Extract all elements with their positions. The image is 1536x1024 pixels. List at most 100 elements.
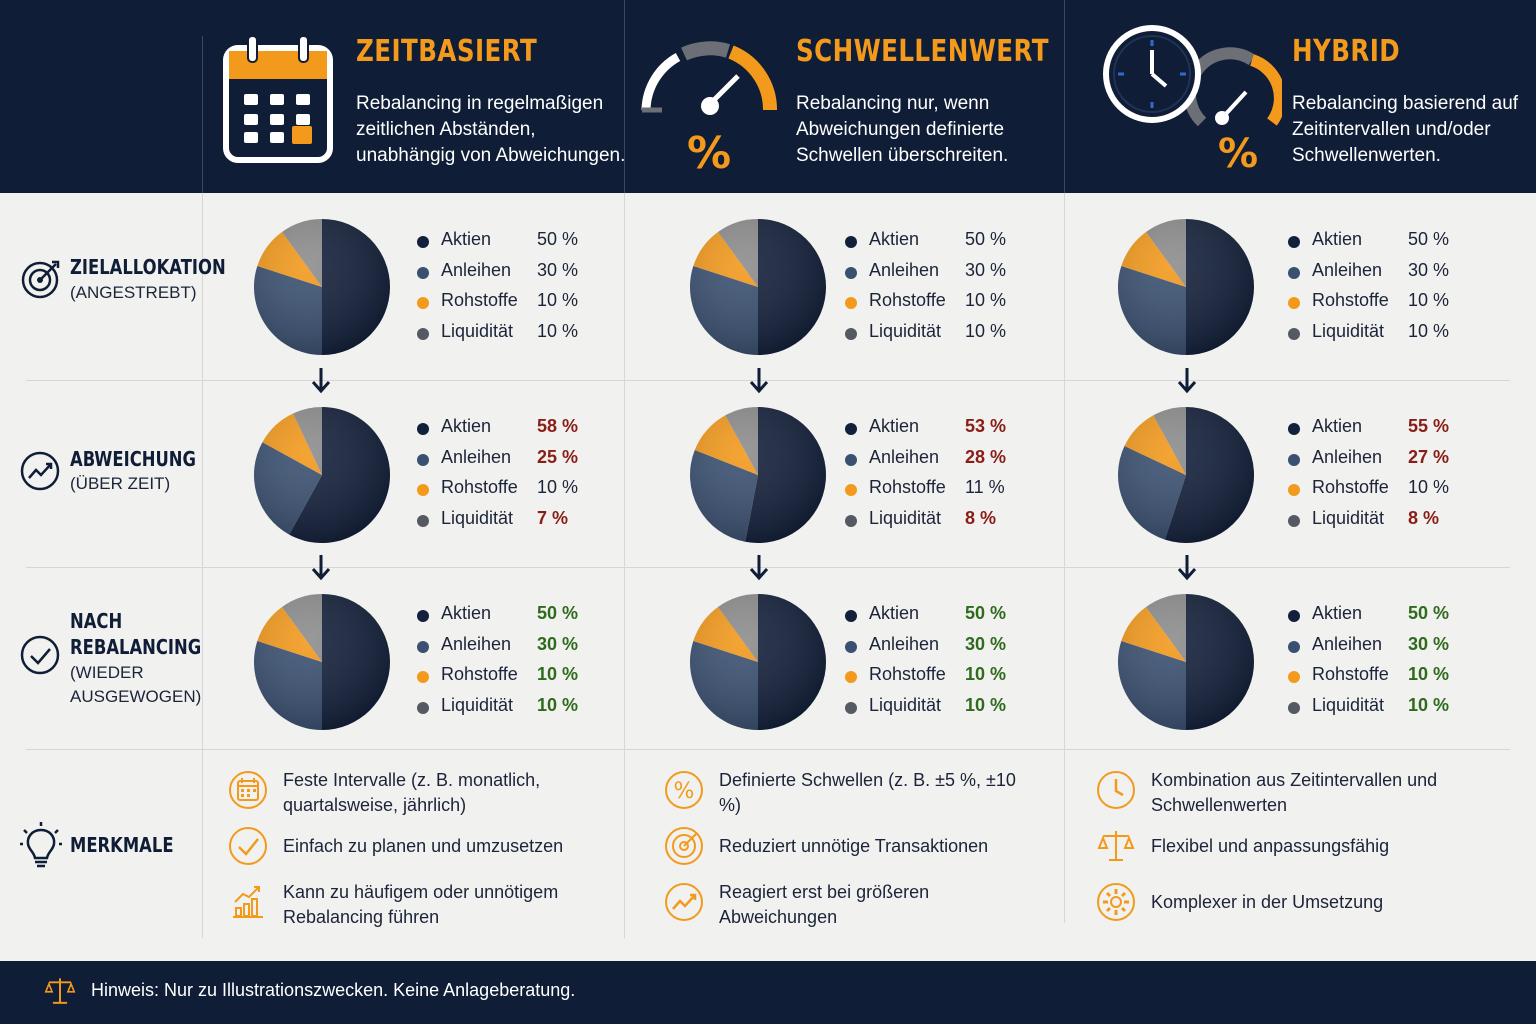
legend-swatch: [845, 236, 857, 248]
check-circle-icon: [229, 827, 267, 865]
calendar-icon: [223, 35, 333, 163]
data-label: 55 %: [1408, 416, 1450, 436]
legend-label: Liquidität: [1312, 507, 1385, 528]
legend-label: Aktien: [1312, 603, 1363, 623]
row-sublabel: (ÜBER ZEIT): [70, 474, 171, 493]
data-label: 10 %: [537, 664, 579, 684]
legend-swatch: [845, 640, 857, 653]
legend-swatch: [845, 484, 857, 496]
down-arrow-icon: [311, 555, 331, 581]
legend-label: Liquidität: [1312, 694, 1385, 715]
legend-item: Aktien 55 %: [1288, 416, 1458, 446]
column-description: Rebalancing basierend auf Zeitintervalle…: [1292, 93, 1519, 166]
legend-label: Aktien: [869, 603, 920, 623]
legend-item: Aktien 50 %: [417, 603, 587, 633]
legend-item: Rohstoffe 10 %: [1288, 290, 1458, 320]
pie-chart: [254, 219, 390, 355]
pie-shading: [690, 219, 826, 355]
legend-swatch: [1288, 610, 1300, 622]
data-label: 30 %: [537, 259, 579, 280]
pie-chart: [690, 407, 826, 543]
legend-label: Aktien: [1312, 229, 1363, 249]
data-label: 10 %: [1408, 320, 1450, 341]
legend-label: Liquidität: [869, 320, 942, 341]
legend-label: Rohstoffe: [869, 664, 946, 684]
data-label: 50 %: [965, 603, 1007, 623]
data-label: 53 %: [965, 416, 1007, 436]
legend-item: Rohstoffe 10 %: [1288, 477, 1458, 507]
legend-swatch: [417, 610, 429, 622]
footer-bar: [0, 961, 1536, 1024]
legend-label: Anleihen: [1312, 259, 1383, 280]
legend-item: Rohstoffe 11 %: [845, 477, 1015, 507]
legend-label: Rohstoffe: [1312, 477, 1389, 497]
pie-chart: [690, 594, 826, 730]
legend-swatch: [417, 453, 429, 466]
svg-text:%: %: [687, 128, 731, 172]
down-arrow-icon: [1177, 368, 1197, 394]
legend-label: Anleihen: [441, 633, 512, 654]
legend-item: Rohstoffe 10 %: [1288, 664, 1458, 694]
target-icon: [21, 260, 60, 299]
legend-item: Liquidität 10 %: [417, 695, 587, 725]
legend-item: Liquidität 8 %: [1288, 508, 1458, 538]
clock-gauge-icon: %: [1103, 25, 1282, 172]
data-label: 10 %: [537, 290, 579, 310]
data-label: 8 %: [1408, 507, 1440, 528]
legend-item: Liquidität 10 %: [1288, 695, 1458, 725]
legend-item: Anleihen 30 %: [1288, 260, 1458, 290]
grid-divider: [26, 749, 1510, 750]
row-label: ABWEICHUNG: [70, 447, 196, 471]
lightbulb-icon: [20, 822, 62, 868]
data-label: 28 %: [965, 446, 1007, 467]
down-arrow-icon: [311, 368, 331, 394]
legend-label: Rohstoffe: [441, 290, 518, 310]
data-label: 30 %: [965, 633, 1007, 654]
pie-chart: [1118, 407, 1254, 543]
data-label: 11 %: [965, 477, 1005, 497]
legend-item: Anleihen 30 %: [417, 634, 587, 664]
legend-swatch: [417, 297, 429, 309]
pie-chart: [254, 407, 390, 543]
legend-label: Aktien: [441, 603, 492, 623]
legend-item: Rohstoffe 10 %: [845, 290, 1015, 320]
legend-item: Aktien 58 %: [417, 416, 587, 446]
legend-label: Anleihen: [1312, 633, 1383, 654]
header-divider: [1064, 0, 1065, 193]
legend-item: Liquidität 10 %: [1288, 321, 1458, 351]
legend-swatch: [1288, 297, 1300, 309]
column-title: HYBRID: [1292, 34, 1401, 69]
legend-label: Aktien: [441, 229, 492, 249]
legend-swatch: [417, 484, 429, 496]
feature-text: Flexibel und anpassungsfähig: [1151, 836, 1390, 856]
percent-circle-icon: %: [665, 771, 703, 809]
gauge-percent-icon: %: [641, 41, 778, 172]
data-label: 30 %: [537, 633, 579, 654]
data-label: 10 %: [1408, 290, 1450, 310]
scale-icon: [44, 978, 76, 1004]
legend-item: Liquidität 10 %: [845, 695, 1015, 725]
legend-label: Aktien: [441, 416, 492, 436]
legend-item: Liquidität 10 %: [417, 321, 587, 351]
data-label: 7 %: [537, 507, 569, 528]
pie-shading: [1118, 219, 1254, 355]
feature-text: Reagiert erst bei größeren Abweichungen: [719, 882, 930, 927]
target-icon: [665, 827, 703, 865]
grid-divider: [624, 193, 625, 938]
data-label: 10 %: [1408, 694, 1450, 715]
column-description: Rebalancing in regelmaßigen zeitlichen A…: [356, 93, 626, 166]
legend-label: Anleihen: [441, 259, 512, 280]
data-label: 30 %: [965, 259, 1007, 280]
data-label: 10 %: [1408, 664, 1450, 684]
bar-chart-up-icon: [233, 886, 263, 918]
row-label: MERKMALE: [70, 833, 174, 857]
legend-swatch: [1288, 514, 1300, 527]
pie-chart: [1118, 219, 1254, 355]
legend-swatch: [845, 671, 857, 683]
legend-item: Rohstoffe 10 %: [845, 664, 1015, 694]
grid-divider: [26, 567, 1510, 568]
legend-label: Aktien: [869, 229, 920, 249]
legend-label: Liquidität: [869, 694, 942, 715]
column-title: SCHWELLENWERT: [796, 34, 1049, 69]
legend-item: Anleihen 30 %: [845, 260, 1015, 290]
